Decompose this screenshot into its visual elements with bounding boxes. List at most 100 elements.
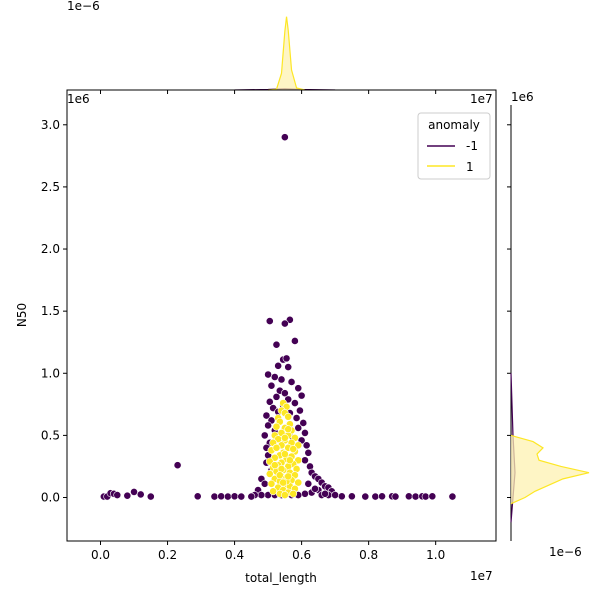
scatter-point <box>404 492 413 501</box>
x-tick-label: 1.0 <box>426 548 445 562</box>
scatter-point <box>294 478 303 487</box>
scatter-point <box>421 492 430 501</box>
scatter-point <box>299 419 308 427</box>
scatter-point <box>136 490 145 499</box>
scatter-point <box>193 492 202 501</box>
scatter-point <box>378 492 386 501</box>
scatter-point <box>279 478 288 487</box>
scatter-point <box>294 384 303 393</box>
top-marginal-density-line <box>268 16 306 91</box>
scatter-point <box>428 492 437 501</box>
scatter-point <box>448 492 457 501</box>
scatter-point <box>210 492 219 501</box>
scatter-point <box>284 425 293 434</box>
scatter-point <box>321 489 329 498</box>
x-axis-label: total_length <box>245 571 317 585</box>
scatter-point <box>289 489 298 498</box>
scatter-point <box>264 370 272 379</box>
legend: anomaly -1 1 <box>417 112 491 180</box>
x-axis: 0.0 0.2 0.4 0.6 0.8 1.0 <box>91 541 445 562</box>
scatter-point <box>371 492 380 501</box>
series-normal <box>265 399 303 499</box>
scatter-point <box>296 406 304 415</box>
scatter-plot-area: 0.0 0.2 0.4 0.6 0.8 1.0 0.0 0.5 1.0 1.5 2.0 2.5 3.0 <box>41 89 497 562</box>
top-marginal-density-fill <box>268 16 305 91</box>
right-marginal-density-line <box>510 434 590 505</box>
scatter-point <box>289 445 298 453</box>
top-marginal-plot <box>67 16 496 94</box>
legend-label-normal: 1 <box>466 160 474 174</box>
scatter-point <box>331 491 340 499</box>
scatter-point <box>284 472 293 481</box>
series-anomaly <box>99 133 457 501</box>
plot-frame <box>66 89 497 542</box>
scatter-point <box>260 479 269 488</box>
scatter-point <box>280 433 289 442</box>
scatter-point <box>292 414 301 422</box>
scatter-point <box>284 363 293 371</box>
scatter-point <box>146 492 155 501</box>
scatter-point <box>301 456 309 465</box>
scatter-point <box>291 399 299 407</box>
top-marginal-x-offset-text: 1e7 <box>470 92 493 106</box>
y-axis: 0.0 0.5 1.0 1.5 2.0 2.5 3.0 <box>41 118 67 505</box>
scatter-point <box>272 443 281 452</box>
x-tick-label: 0.2 <box>158 548 177 562</box>
scatter-point <box>237 492 246 501</box>
y-tick-label: 1.5 <box>41 304 60 318</box>
scatter-point <box>347 492 356 501</box>
x-tick-label: 0.4 <box>225 548 244 562</box>
right-marginal-density-fill <box>511 435 589 504</box>
scatter-point <box>113 491 122 499</box>
scatter-point <box>270 373 279 381</box>
scatter-point <box>272 422 281 431</box>
x-tick-label: 0.6 <box>292 548 311 562</box>
legend-title: anomaly <box>428 118 480 132</box>
scatter-point <box>391 492 400 501</box>
scatter-point <box>223 492 232 501</box>
scatter-point <box>294 424 303 432</box>
y-tick-label: 3.0 <box>41 118 60 132</box>
right-marginal-offset-text: 1e−6 <box>549 545 582 559</box>
scatter-point <box>291 337 299 345</box>
scatter-point <box>282 354 291 363</box>
scatter-point <box>123 491 132 500</box>
scatter-point <box>264 421 272 430</box>
scatter-point <box>173 461 182 470</box>
scatter-point <box>265 317 274 325</box>
scatter-point <box>230 492 239 501</box>
scatter-point <box>284 412 293 421</box>
scatter-point <box>337 492 346 501</box>
x-offset-text: 1e7 <box>470 569 493 583</box>
y-tick-label: 2.5 <box>41 180 60 194</box>
scatter-point <box>262 411 271 420</box>
scatter-point <box>361 492 370 501</box>
x-tick-label: 0.0 <box>91 548 110 562</box>
scatter-point <box>302 441 311 450</box>
scatter-point <box>260 431 269 440</box>
scatter-point <box>285 456 294 465</box>
right-marginal-plot <box>507 105 590 541</box>
scatter-point <box>301 489 309 498</box>
scatter-point <box>280 450 289 458</box>
scatter-point <box>280 319 289 328</box>
scatter-point <box>275 471 284 480</box>
y-tick-label: 2.0 <box>41 242 60 256</box>
scatter-point <box>257 491 266 499</box>
y-tick-label: 0.0 <box>41 491 60 505</box>
scatter-point <box>267 479 276 488</box>
scatter-point <box>217 492 226 501</box>
scatter-point <box>301 429 309 437</box>
scatter-point <box>270 461 279 470</box>
top-marginal-offset-text: 1e−6 <box>67 0 100 13</box>
scatter-point <box>265 470 274 478</box>
scatter-point <box>287 378 296 386</box>
scatter-point <box>277 375 286 384</box>
y-offset-text: 1e6 <box>67 92 90 106</box>
scatter-point <box>280 133 289 142</box>
scatter-point <box>269 487 278 496</box>
scatter-point <box>411 492 420 501</box>
legend-label-anomaly: -1 <box>466 139 478 153</box>
scatter-point <box>265 397 274 406</box>
